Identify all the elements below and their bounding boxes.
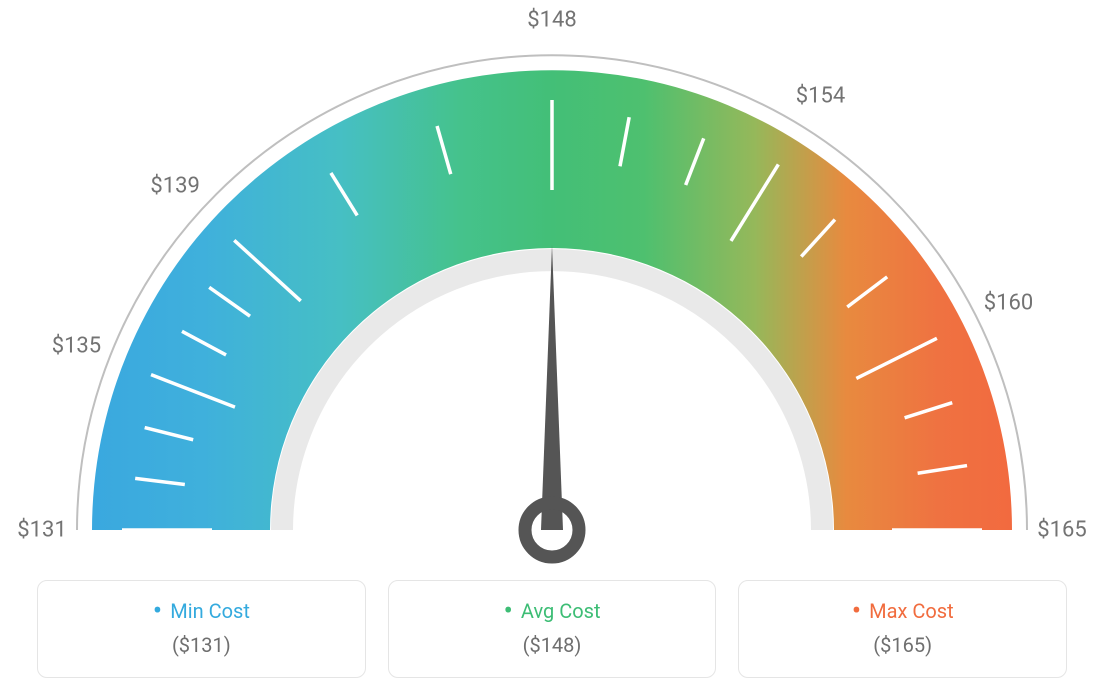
tick-label: $165 xyxy=(1037,518,1086,543)
legend-row: Min Cost ($131) Avg Cost ($148) Max Cost ($16… xyxy=(37,580,1067,678)
needle xyxy=(541,245,563,530)
legend-value: ($148) xyxy=(399,633,706,657)
cost-gauge-chart: $131 $135 $139 $148 $154 $160 $165 xyxy=(0,0,1104,575)
legend-title: Max Cost xyxy=(749,599,1056,623)
tick-label: $154 xyxy=(796,84,845,109)
tick-label: $135 xyxy=(52,333,101,358)
legend-card: Min Cost ($131) xyxy=(37,580,366,678)
tick-label: $148 xyxy=(527,8,576,33)
gauge-svg xyxy=(0,0,1104,575)
legend-card: Avg Cost ($148) xyxy=(388,580,717,678)
tick-label: $160 xyxy=(984,290,1033,315)
tick-label: $139 xyxy=(150,174,199,199)
legend-value: ($131) xyxy=(48,633,355,657)
legend-card: Max Cost ($165) xyxy=(738,580,1067,678)
legend-title: Min Cost xyxy=(48,599,355,623)
legend-title: Avg Cost xyxy=(399,599,706,623)
tick-label: $131 xyxy=(17,518,66,543)
legend-value: ($165) xyxy=(749,633,1056,657)
